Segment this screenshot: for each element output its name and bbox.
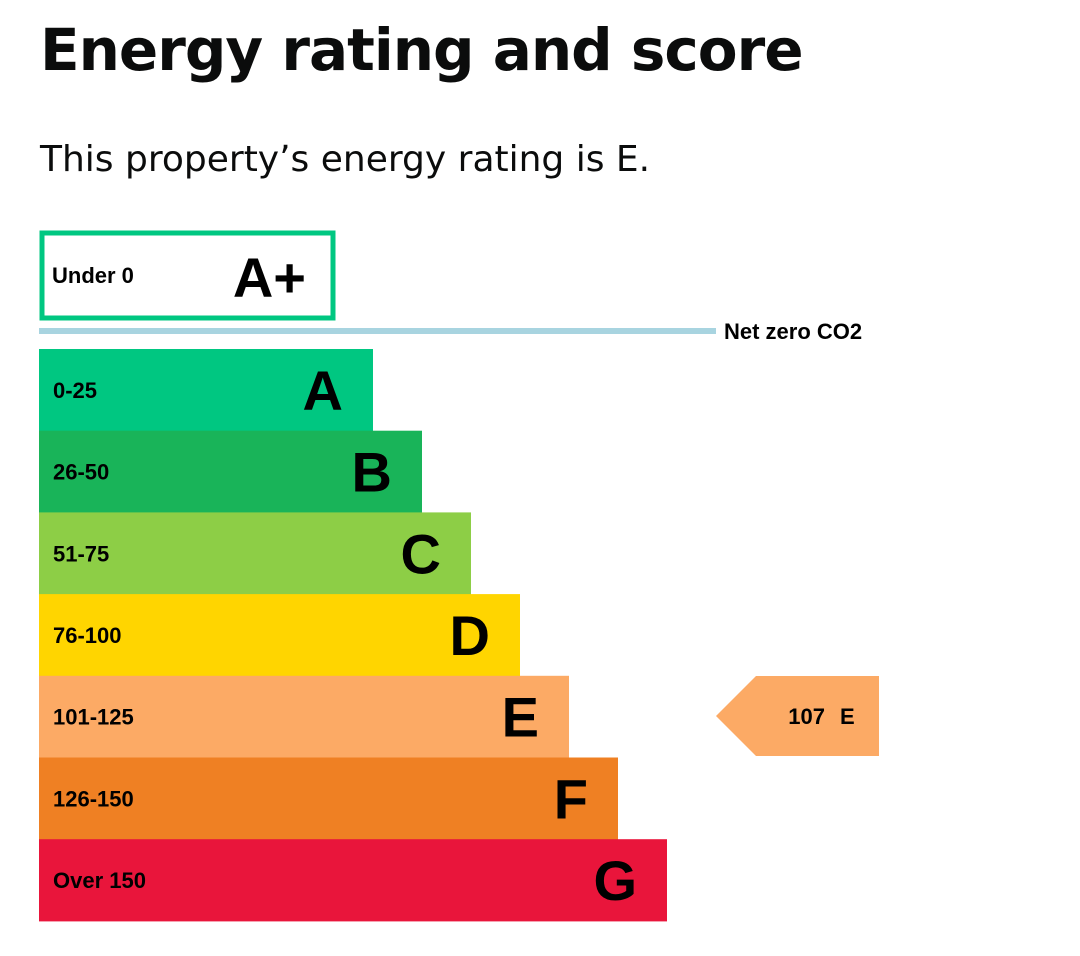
rating-band-range: 26-50 [53,460,109,485]
rating-band-letter: G [593,849,637,912]
aplus-band-range: Under 0 [52,263,134,288]
rating-band-letter: F [554,767,588,830]
rating-bar [39,430,422,513]
rating-bar [39,594,520,677]
rating-band-letter: C [401,522,441,585]
rating-band-a: 0-25 A [39,349,373,432]
rating-bar [39,757,618,840]
rating-band-range: 76-100 [53,623,122,648]
rating-band-letter: D [450,604,490,667]
rating-bar [39,839,667,922]
rating-band-letter: E [502,686,539,749]
aplus-band-outline [39,230,336,321]
rating-band-f: 126-150 F [39,757,618,840]
rating-bar [39,349,373,432]
rating-band-range: 126-150 [53,786,134,811]
current-score: 107 [788,704,825,729]
page-title: Energy rating and score [40,16,804,84]
current-rating-arrow [716,676,879,756]
aplus-band: Under 0 A+ [39,230,336,321]
rating-band-g: Over 150 G [39,839,667,922]
energy-rating-summary: This property’s energy rating is E. [40,139,651,180]
net-zero-label: Net zero CO2 [724,319,862,344]
rating-band-letter: A [303,359,343,422]
rating-band-c: 51-75 C [39,512,471,595]
current-rating-marker: 107 E [716,676,879,756]
rating-band-range: 0-25 [53,378,97,403]
rating-band-range: 51-75 [53,541,109,566]
current-rating-letter: E [840,704,855,729]
rating-bands: 0-25 A 26-50 B 51-75 C 76-100 D 101-125 E 126-150 F… [39,349,667,922]
rating-band-letter: B [352,441,392,504]
rating-bar [39,512,471,595]
rating-bar [39,675,569,758]
aplus-band-letter: A+ [233,246,306,309]
rating-band-d: 76-100 D [39,594,520,677]
rating-band-range: Over 150 [53,868,146,893]
rating-band-b: 26-50 B [39,430,422,513]
rating-band-e: 101-125 E [39,675,569,758]
rating-band-range: 101-125 [53,705,134,730]
net-zero-line-group: Net zero CO2 [39,319,862,344]
